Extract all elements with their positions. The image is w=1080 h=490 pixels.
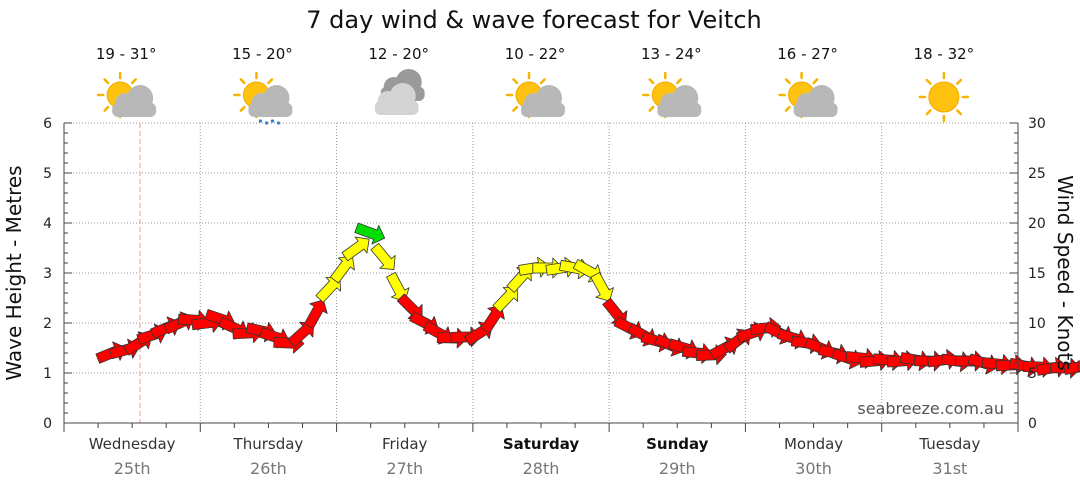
y-right-tick-label: 20: [1028, 216, 1046, 232]
wind-arrow: [480, 305, 505, 334]
cloudy-icon: [374, 69, 425, 115]
y-left-tick-label: 4: [43, 216, 52, 232]
rain-drops-icon: [258, 119, 281, 125]
cloud-icon: [248, 85, 293, 117]
y-left-tick-label: 6: [43, 116, 52, 132]
wind-arrows: [95, 222, 1080, 379]
y-left-tick-label: 5: [43, 166, 52, 182]
temp-range: 12 - 20°: [368, 45, 429, 63]
partly-cloudy-icon: [642, 71, 702, 119]
wind-arrow: [287, 321, 315, 348]
day-label: Saturday: [503, 435, 580, 453]
wind-arrow: [330, 255, 355, 284]
x-axis-day-labels: Wednesday 25th Thursday 26th Friday 27th Satur…: [89, 435, 981, 478]
temp-range: 10 - 22°: [505, 45, 566, 63]
temp-range: 15 - 20°: [232, 45, 293, 63]
partly-cloudy-icon: [778, 71, 838, 119]
temp-range: 13 - 24°: [641, 45, 702, 63]
date-label: 25th: [114, 459, 151, 478]
sunny-icon: [918, 71, 970, 123]
day-label: Tuesday: [918, 435, 980, 453]
partly-cloudy-icon: [505, 71, 565, 119]
day-label: Wednesday: [89, 435, 176, 453]
cloud-icon: [521, 85, 565, 117]
y-left-tick-label: 1: [43, 366, 52, 382]
y-right-tick-label: 25: [1028, 166, 1046, 182]
day-label: Thursday: [233, 435, 304, 453]
front-cloud-icon: [374, 83, 419, 115]
cloud-icon: [112, 85, 157, 117]
wind-arrow: [341, 236, 370, 262]
wind-arrow: [590, 272, 614, 302]
chart-title: 7 day wind & wave forecast for Veitch: [306, 6, 761, 34]
date-label: 29th: [659, 459, 696, 478]
partly-cloudy-icon: [96, 71, 157, 119]
temp-range: 16 - 27°: [777, 45, 838, 63]
y-left-axis-title: Wave Height - Metres: [2, 165, 26, 380]
y-right-tick-label: 5: [1028, 366, 1037, 382]
y-left-tick-label: 0: [43, 416, 52, 432]
wind-arrow: [354, 222, 386, 245]
y-right-tick-label: 0: [1028, 416, 1037, 432]
chart-axes: 0 1 2 3 4 5 6 0 5 10 15 20 25 30: [43, 116, 1046, 432]
day-label: Monday: [784, 435, 843, 453]
date-label: 27th: [386, 459, 423, 478]
cloud-icon: [793, 85, 838, 117]
y-right-tick-label: 15: [1028, 266, 1046, 282]
sun-icon: [918, 71, 970, 123]
day-label: Friday: [382, 435, 428, 453]
wind-arrow: [370, 242, 396, 270]
forecast-day-headers: 19 - 31° 15 - 20° 12 - 20° 10 - 22° 13 - 24°…: [96, 45, 974, 125]
y-right-tick-label: 10: [1028, 316, 1046, 332]
y-left-tick-label: 3: [43, 266, 52, 282]
temp-range: 18 - 32°: [914, 45, 975, 63]
day-label: Sunday: [646, 435, 709, 453]
wind-arrow: [315, 276, 341, 303]
cloud-icon: [657, 85, 702, 117]
date-label: 31st: [932, 459, 967, 478]
date-label: 26th: [250, 459, 287, 478]
y-right-axis-title: Wind Speed - Knots: [1053, 175, 1077, 371]
date-label: 28th: [523, 459, 560, 478]
y-left-tick-label: 2: [43, 316, 52, 332]
wind-arrow: [304, 299, 328, 329]
partly-cloudy-rain-icon: [233, 71, 293, 125]
brand-watermark: seabreeze.com.au: [857, 399, 1004, 418]
y-right-tick-label: 30: [1028, 116, 1046, 132]
wind-arrow: [492, 286, 518, 313]
temp-range: 19 - 31°: [96, 45, 157, 63]
date-label: 30th: [795, 459, 832, 478]
wind-arrow: [386, 271, 410, 302]
